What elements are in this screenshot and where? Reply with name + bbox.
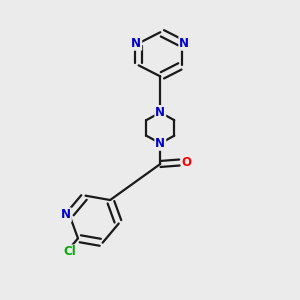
Text: N: N	[155, 106, 165, 119]
Text: N: N	[155, 137, 165, 150]
Text: N: N	[179, 37, 189, 50]
Text: O: O	[182, 156, 192, 169]
Text: N: N	[131, 37, 141, 50]
Text: N: N	[61, 208, 71, 221]
Text: Cl: Cl	[63, 245, 76, 258]
